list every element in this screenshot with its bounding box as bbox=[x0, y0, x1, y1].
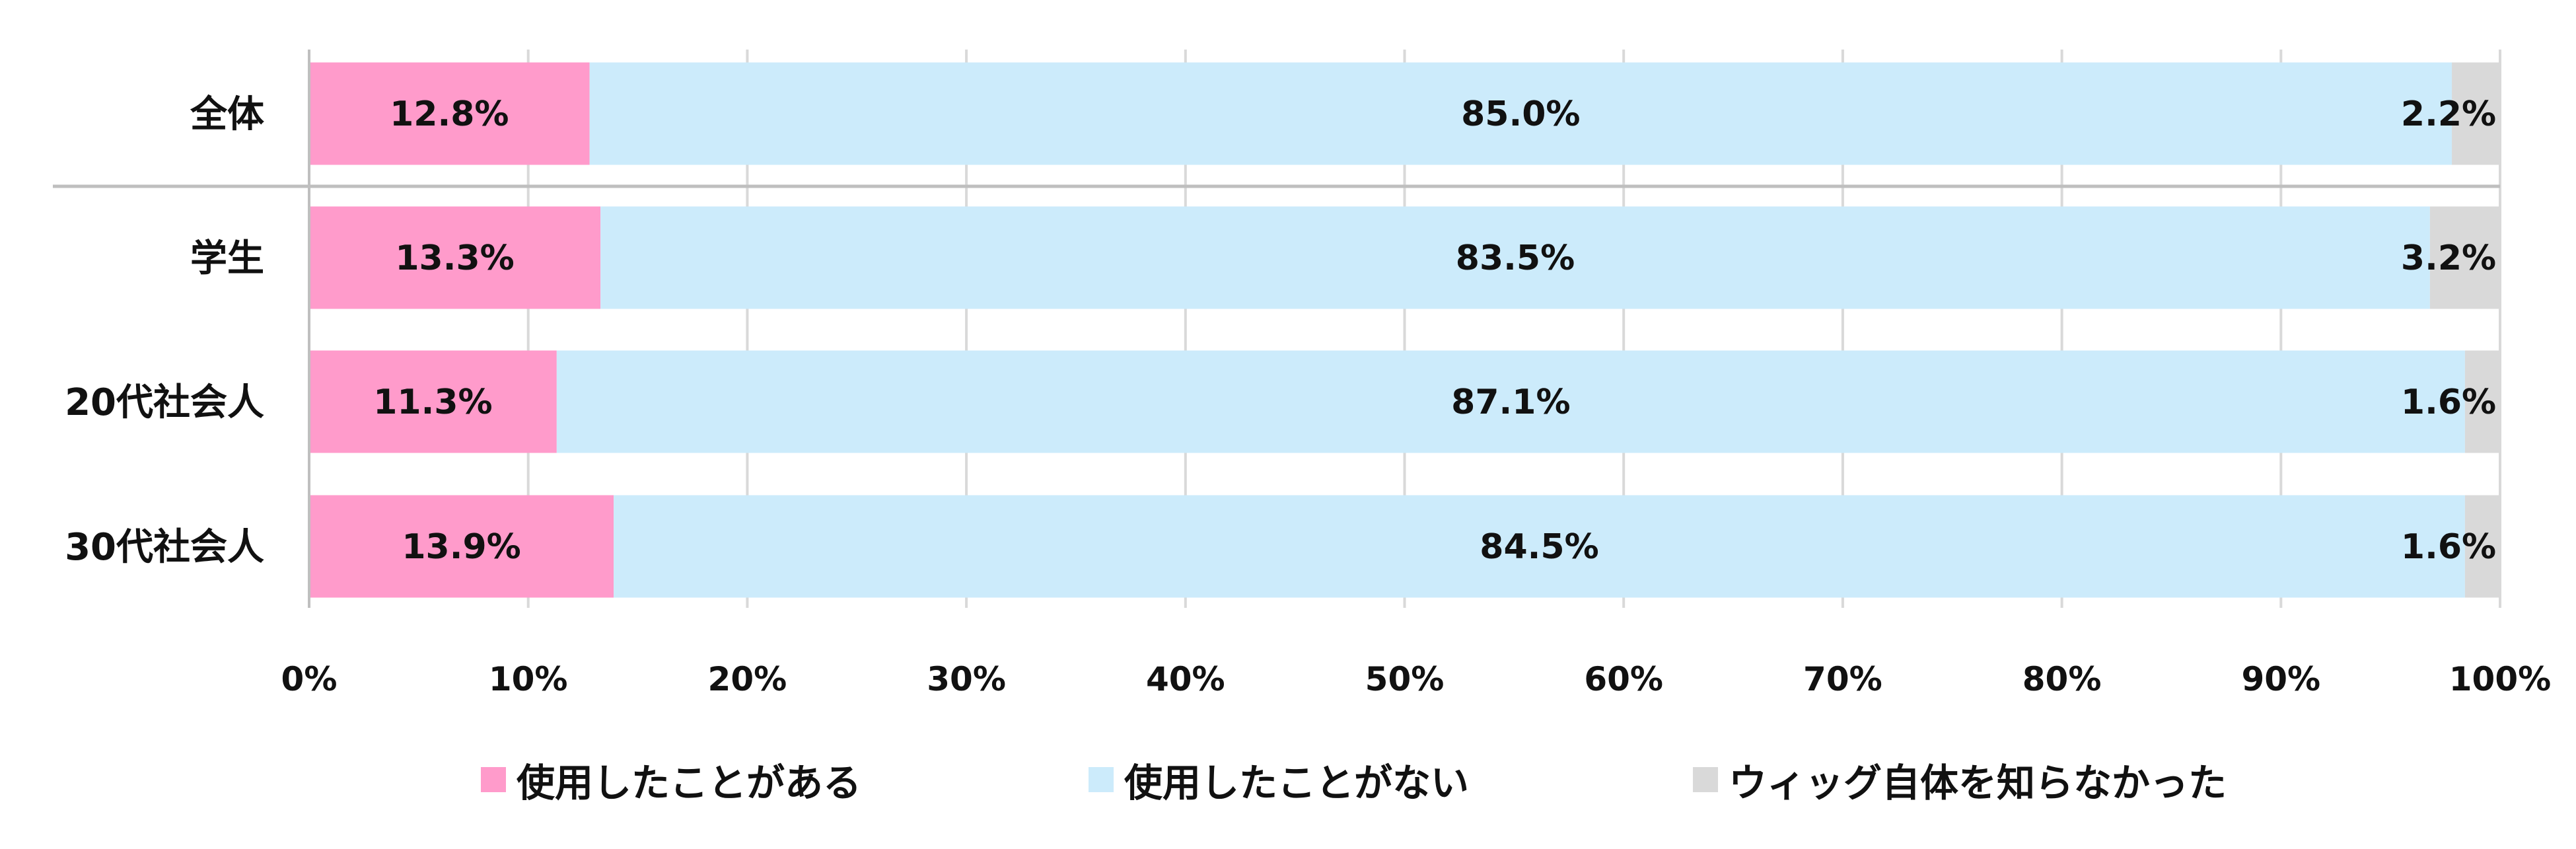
x-tick-label: 60% bbox=[1584, 660, 1663, 698]
x-tick-label: 50% bbox=[1365, 660, 1445, 698]
x-tick-label: 20% bbox=[708, 660, 787, 698]
bar-segment bbox=[556, 350, 2465, 453]
bar-segment bbox=[309, 206, 601, 309]
bar-segment bbox=[600, 206, 2430, 309]
data-labels: 12.8% 85.0% 2.2% 全体 13.3% 83.5% 3.2% 学生 11.3% 87.… bbox=[65, 93, 2496, 569]
data-label: 1.6% bbox=[2401, 527, 2496, 567]
bar-segment bbox=[309, 62, 590, 165]
x-tick-label: 90% bbox=[2241, 660, 2320, 698]
bar-segment bbox=[2452, 62, 2500, 165]
data-label: 85.0% bbox=[1461, 94, 1580, 134]
legend-swatch-used bbox=[481, 767, 506, 792]
legend-swatch-not-used bbox=[1089, 767, 1114, 792]
category-label: 全体 bbox=[190, 93, 264, 136]
legend-item-not-used: 使用したことがない bbox=[1089, 750, 1469, 809]
data-label: 1.6% bbox=[2401, 383, 2496, 422]
bar-segment bbox=[309, 495, 614, 598]
bar-segment bbox=[589, 62, 2452, 165]
bar-segment bbox=[2464, 495, 2500, 598]
legend-item-used: 使用したことがある bbox=[481, 750, 861, 809]
legend-label-unaware: ウィッグ自体を知らなかった bbox=[1729, 760, 2227, 805]
x-tick-label: 10% bbox=[489, 660, 568, 698]
x-tick-label: 80% bbox=[2022, 660, 2102, 698]
x-tick-label: 0% bbox=[281, 660, 338, 698]
category-label: 20代社会人 bbox=[65, 381, 264, 424]
data-label: 12.8% bbox=[390, 94, 509, 134]
data-label: 87.1% bbox=[1451, 383, 1570, 422]
bar-segment bbox=[309, 350, 557, 453]
data-label: 11.3% bbox=[373, 383, 492, 422]
legend-label-not-used: 使用したことがない bbox=[1124, 760, 1470, 805]
axis: 0% 10% 20% 30% 40% 50% 60% 70% 80% 90% 100% bbox=[53, 50, 2551, 698]
data-label: 83.5% bbox=[1456, 239, 1575, 278]
x-tick-label: 70% bbox=[1803, 660, 1882, 698]
legend-swatch-unaware bbox=[1693, 767, 1718, 792]
data-label: 13.9% bbox=[402, 527, 520, 567]
bar-segment bbox=[2429, 206, 2500, 309]
bar-segment bbox=[2464, 350, 2500, 453]
data-label: 13.3% bbox=[395, 239, 514, 278]
legend: 使用したことがある 使用したことがない ウィッグ自体を知らなかった bbox=[0, 750, 2576, 809]
data-label: 2.2% bbox=[2401, 94, 2496, 134]
bar-segment bbox=[614, 495, 2465, 598]
x-tick-label: 30% bbox=[927, 660, 1006, 698]
data-label: 84.5% bbox=[1480, 527, 1598, 567]
legend-item-unaware: ウィッグ自体を知らなかった bbox=[1693, 750, 2227, 809]
x-tick-label: 40% bbox=[1146, 660, 1225, 698]
category-label: 30代社会人 bbox=[65, 526, 264, 569]
category-label: 学生 bbox=[190, 237, 264, 280]
bar-segments bbox=[309, 62, 2500, 598]
x-tick-label: 100% bbox=[2449, 660, 2551, 698]
legend-label-used: 使用したことがある bbox=[517, 760, 862, 805]
data-label: 3.2% bbox=[2401, 239, 2496, 278]
